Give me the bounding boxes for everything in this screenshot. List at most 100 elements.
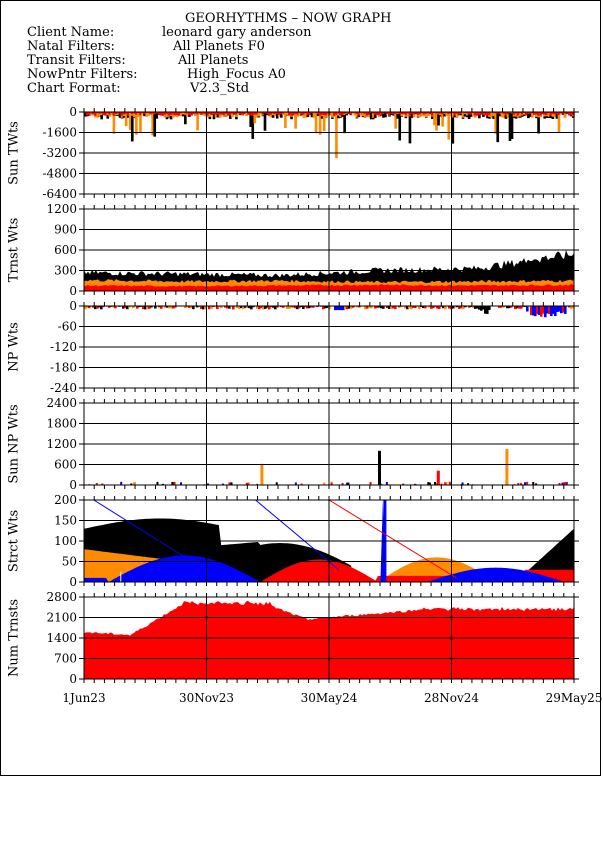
sun-twts-red-bar: [90, 112, 93, 114]
sun-np-black-spike: [130, 483, 133, 485]
sun-np-blue-spike: [120, 481, 123, 485]
np-wts-red-bar: [200, 306, 203, 309]
np-wts-black-bar: [266, 306, 269, 308]
sun-twts-orange-bar: [522, 112, 526, 115]
sun-twts-orange-bar: [224, 112, 228, 116]
sun-twts-red-bar: [122, 112, 126, 115]
sun-twts-orange-bar: [245, 112, 248, 116]
sun-twts-red-bar: [192, 112, 195, 115]
np-wts-black-bar: [264, 306, 267, 309]
sun-twts-orange-bar: [257, 112, 261, 117]
sun-twts-red-bar: [563, 112, 567, 114]
np-wts-black-bar: [192, 306, 195, 310]
sun-twts-red-bar: [484, 112, 487, 116]
sun-np-red-spike: [341, 482, 344, 485]
sun-twts-black-bar: [527, 112, 530, 119]
sun-twts-red-bar: [104, 112, 108, 116]
sun-twts-black-bar: [508, 112, 512, 141]
np-wts-red-bar: [102, 306, 105, 308]
sun-twts-red-bar: [224, 112, 228, 114]
sun-twts-red-bar: [382, 112, 385, 114]
sun-twts-orange-bar: [471, 112, 475, 117]
strct-wts-red-diagonal: [328, 499, 457, 579]
sun-twts-orange-bar: [506, 112, 510, 118]
np-wts-blue-bar: [342, 306, 345, 311]
np-wts-orange-bar: [390, 306, 393, 309]
np-wts-black-bar: [524, 306, 527, 308]
sun-twts-red-bar: [539, 112, 542, 116]
np-wts-black-bar: [406, 306, 409, 310]
sun-twts-red-bar: [480, 112, 483, 115]
np-wts-black-bar: [452, 306, 455, 309]
np-wts-red-bar: [174, 306, 177, 308]
sun-twts-red-bar: [108, 112, 112, 115]
np-wts-red-bar: [232, 306, 235, 310]
sun-np-black-spike: [275, 482, 278, 485]
sun-twts-red-bar: [288, 112, 291, 116]
sun-twts-red-bar: [488, 112, 491, 116]
sun-twts-red-bar: [306, 112, 310, 116]
np-wts-black-bar: [122, 306, 125, 309]
sun-twts-orange-bar: [553, 112, 557, 118]
sun-twts-red-bar: [116, 112, 120, 114]
sun-twts-orange-bar: [184, 112, 187, 115]
y-tick-label: -120: [50, 340, 77, 354]
sun-twts-orange-bar: [198, 112, 201, 115]
sun-twts-orange-bar: [312, 112, 316, 118]
np-wts-black-bar: [508, 306, 511, 309]
natal-value: All Planets F0: [173, 39, 265, 54]
sun-twts-red-bar: [241, 112, 244, 115]
sun-twts-black-bar: [467, 112, 471, 120]
sun-twts-red-bar: [335, 112, 338, 115]
sun-twts-red-bar: [271, 112, 275, 114]
sun-twts-red-bar: [559, 112, 563, 114]
np-wts-red-bar: [568, 306, 571, 308]
sun-np-orange-spike: [445, 482, 448, 485]
np-wts-black-bar: [94, 306, 97, 310]
sun-twts-red-bar: [527, 112, 530, 115]
sun-twts-orange-bar: [461, 112, 465, 118]
sun-twts-orange-bar: [147, 112, 150, 116]
sun-twts-red-bar: [537, 112, 540, 116]
nowpntr-label: NowPntr Filters:: [27, 67, 138, 82]
sun-twts-red-bar: [204, 112, 208, 115]
np-wts-red-bar: [270, 306, 273, 308]
sun-twts-red-bar: [375, 112, 379, 116]
np-wts-black-bar: [442, 306, 445, 309]
sun-twts-red-bar: [571, 112, 575, 116]
sun-np-red-spike: [517, 483, 520, 485]
np-wts-red-bar: [540, 306, 543, 317]
sun-twts-orange-bar: [451, 112, 455, 118]
sun-twts-red-bar: [371, 112, 375, 114]
sun-twts-red-bar: [222, 112, 226, 116]
sun-twts-orange-bar: [231, 112, 234, 118]
sun-np-orange-spike: [505, 449, 509, 485]
sun-twts-orange-bar: [98, 112, 101, 117]
np-wts-red-bar: [414, 306, 417, 309]
np-wts-black-bar: [464, 306, 467, 308]
sun-twts-orange-bar: [314, 112, 318, 134]
x-tick-label: 30May24: [301, 691, 358, 705]
sun-twts-red-bar: [228, 112, 232, 116]
sun-twts-orange-bar: [535, 112, 538, 117]
np-wts-orange-bar: [472, 306, 475, 308]
sun-twts-red-bar: [320, 112, 324, 115]
np-wts-black-bar: [240, 306, 243, 309]
sun-twts-orange-bar: [449, 112, 453, 117]
np-wts-blue-bar: [340, 306, 343, 311]
sun-twts-red-bar: [149, 112, 152, 114]
client-value: leonard gary anderson: [162, 25, 312, 40]
sun-twts-orange-bar: [271, 112, 275, 116]
sun-twts-black-bar: [343, 112, 346, 134]
sun-twts-orange-bar: [355, 112, 359, 118]
np-wts-orange-bar: [146, 306, 149, 309]
sun-twts-red-bar: [253, 112, 257, 115]
np-wts-red-bar: [498, 306, 501, 308]
np-wts-orange-bar: [344, 306, 347, 310]
sun-twts-orange-bar: [208, 112, 212, 117]
np-wts-red-bar: [316, 306, 319, 308]
sun-twts-red-bar: [296, 112, 299, 115]
sun-twts-red-bar: [267, 112, 271, 116]
np-wts-red-bar: [188, 306, 191, 308]
sun-twts-red-bar: [535, 112, 538, 115]
